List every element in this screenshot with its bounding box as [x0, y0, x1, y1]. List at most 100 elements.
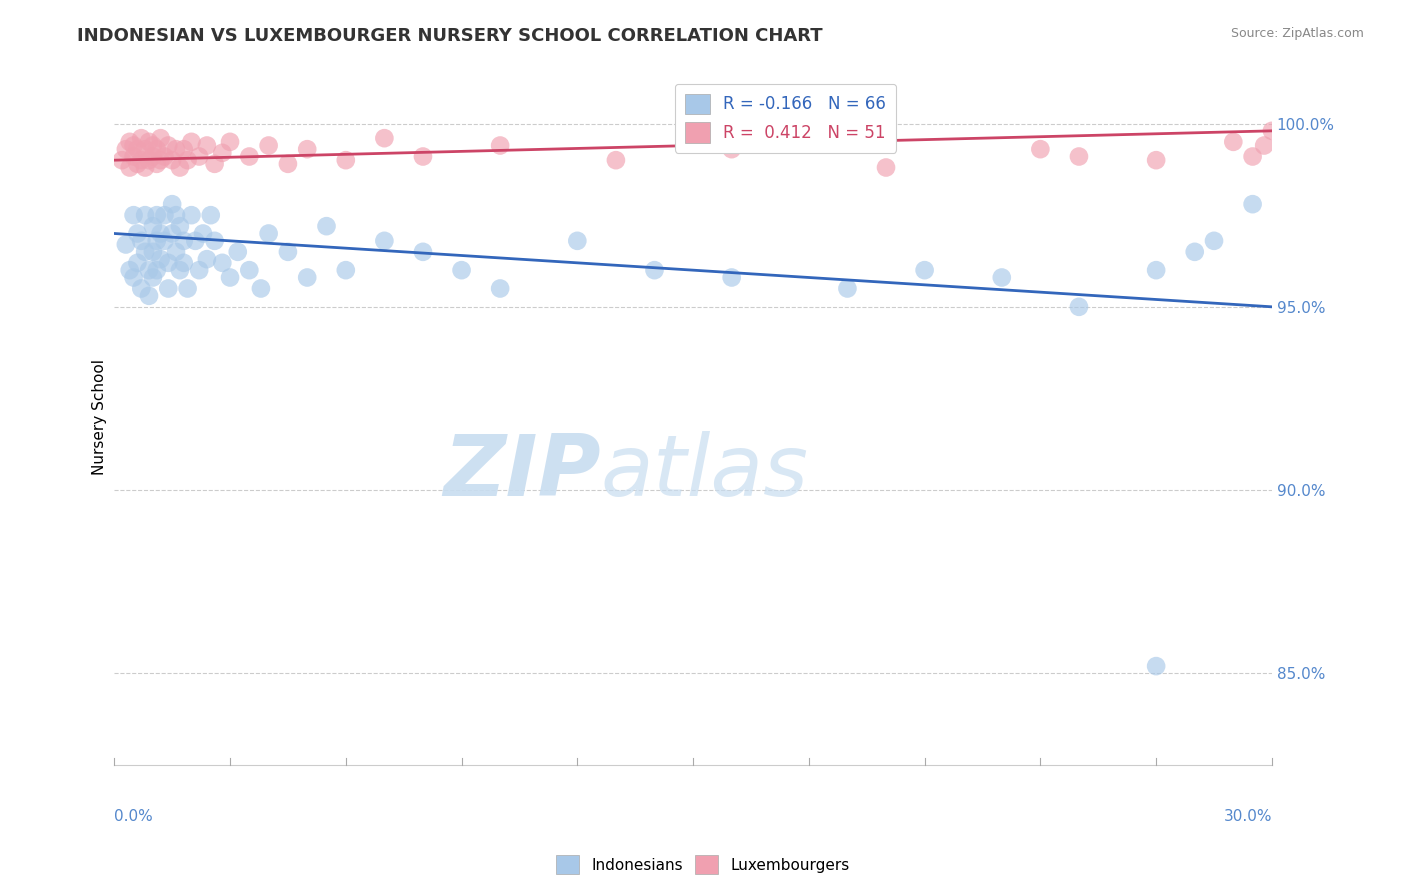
Point — [157, 138, 180, 153]
Y-axis label: Nursery School: Nursery School — [93, 359, 107, 475]
Point — [169, 263, 191, 277]
Point — [160, 153, 183, 168]
Point — [134, 244, 156, 259]
Point — [127, 157, 149, 171]
Point — [118, 161, 141, 175]
Text: INDONESIAN VS LUXEMBOURGER NURSERY SCHOOL CORRELATION CHART: INDONESIAN VS LUXEMBOURGER NURSERY SCHOO… — [77, 27, 823, 45]
Point — [127, 256, 149, 270]
Point — [914, 263, 936, 277]
Legend: Indonesians, Luxembourgers: Indonesians, Luxembourgers — [550, 849, 856, 880]
Point — [176, 281, 198, 295]
Point — [157, 256, 180, 270]
Point — [173, 256, 195, 270]
Point — [149, 131, 172, 145]
Point — [211, 256, 233, 270]
Point — [165, 208, 187, 222]
Point — [204, 234, 226, 248]
Point — [1202, 234, 1225, 248]
Point — [188, 149, 211, 163]
Point — [180, 135, 202, 149]
Point — [118, 263, 141, 277]
Point — [142, 149, 165, 163]
Point — [129, 131, 152, 145]
Point — [142, 244, 165, 259]
Text: Source: ZipAtlas.com: Source: ZipAtlas.com — [1230, 27, 1364, 40]
Point — [165, 244, 187, 259]
Point — [129, 281, 152, 295]
Point — [219, 135, 242, 149]
Point — [1144, 153, 1167, 168]
Point — [122, 138, 145, 153]
Point — [115, 142, 138, 156]
Point — [145, 142, 167, 156]
Text: 30.0%: 30.0% — [1223, 809, 1272, 824]
Point — [122, 208, 145, 222]
Point — [111, 153, 134, 168]
Point — [153, 149, 176, 163]
Point — [200, 208, 222, 222]
Point — [138, 135, 160, 149]
Point — [138, 289, 160, 303]
Point — [142, 270, 165, 285]
Point — [145, 208, 167, 222]
Point — [1144, 659, 1167, 673]
Point — [219, 270, 242, 285]
Point — [153, 234, 176, 248]
Point — [127, 142, 149, 156]
Point — [226, 244, 249, 259]
Point — [450, 263, 472, 277]
Text: 0.0%: 0.0% — [114, 809, 153, 824]
Point — [122, 149, 145, 163]
Point — [157, 281, 180, 295]
Point — [412, 244, 434, 259]
Point — [1029, 142, 1052, 156]
Point — [875, 161, 897, 175]
Point — [373, 131, 395, 145]
Point — [173, 234, 195, 248]
Point — [257, 227, 280, 241]
Point — [1144, 263, 1167, 277]
Point — [335, 263, 357, 277]
Point — [122, 270, 145, 285]
Point — [412, 149, 434, 163]
Point — [1067, 149, 1090, 163]
Point — [277, 157, 299, 171]
Point — [250, 281, 273, 295]
Point — [118, 135, 141, 149]
Point — [149, 252, 172, 267]
Point — [991, 270, 1014, 285]
Point — [165, 142, 187, 156]
Point — [160, 197, 183, 211]
Point — [134, 208, 156, 222]
Point — [134, 161, 156, 175]
Point — [169, 161, 191, 175]
Point — [188, 263, 211, 277]
Point — [145, 263, 167, 277]
Point — [335, 153, 357, 168]
Point — [115, 237, 138, 252]
Point — [605, 153, 627, 168]
Point — [176, 153, 198, 168]
Point — [138, 263, 160, 277]
Point — [277, 244, 299, 259]
Point — [211, 145, 233, 160]
Point — [1184, 244, 1206, 259]
Point — [238, 263, 260, 277]
Point — [720, 270, 742, 285]
Point — [142, 138, 165, 153]
Point — [142, 219, 165, 234]
Point — [837, 281, 859, 295]
Point — [1241, 197, 1264, 211]
Point — [720, 142, 742, 156]
Text: ZIP: ZIP — [443, 431, 600, 514]
Point — [567, 234, 589, 248]
Point — [195, 138, 218, 153]
Point — [191, 227, 214, 241]
Point — [297, 142, 319, 156]
Point — [195, 252, 218, 267]
Point — [153, 208, 176, 222]
Point — [145, 157, 167, 171]
Point — [315, 219, 337, 234]
Point — [145, 234, 167, 248]
Point — [149, 227, 172, 241]
